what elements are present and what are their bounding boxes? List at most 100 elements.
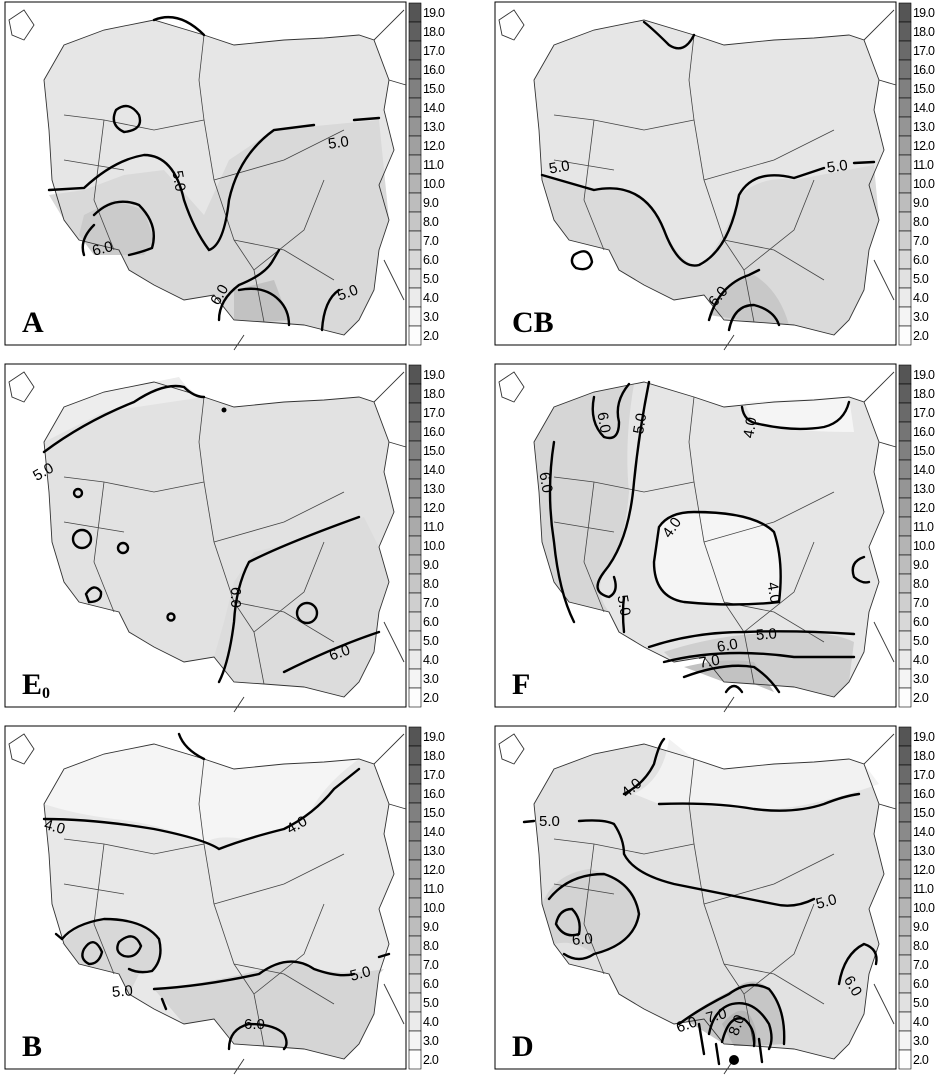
scale-swatch: [408, 497, 422, 518]
isoline-5: [577, 819, 816, 907]
scale-swatch: [408, 478, 422, 499]
scale-label: 12.0: [423, 501, 445, 515]
scale-label: 3.0: [913, 310, 929, 324]
scale-swatch: [898, 21, 912, 42]
scale-swatch: [898, 802, 912, 823]
scale-label: 9.0: [423, 558, 439, 572]
scale-swatch: [898, 840, 912, 861]
isoline-label: 6.0: [674, 1013, 699, 1036]
map-a-svg: 5.0 5.0 6.0 6.0 5.0 19.0 18.0 17.0 16.0 15.0…: [4, 1, 446, 351]
scale-swatch: [898, 573, 912, 594]
isoline: [851, 555, 871, 584]
country-border: [533, 381, 885, 698]
scale-swatch: [408, 954, 422, 975]
scale-label: 16.0: [423, 787, 445, 801]
scale-swatch: [898, 383, 912, 404]
scale-label: 15.0: [423, 806, 445, 820]
zone-above-5-south: [154, 961, 384, 1059]
scale-label: 14.0: [913, 101, 935, 115]
isoline: [160, 997, 168, 1011]
scale-swatch: [898, 1011, 912, 1032]
scale-label: 9.0: [913, 920, 929, 934]
scale-label: 16.0: [423, 63, 445, 77]
scale-swatch: [898, 611, 912, 632]
scale-label: 7.0: [913, 234, 929, 248]
scale-label: 13.0: [423, 844, 445, 858]
zone-below-4-center: [654, 512, 781, 605]
scale-label: 19.0: [913, 730, 935, 744]
rivers: [553, 396, 835, 685]
scale-label: 10.0: [423, 539, 445, 553]
scale-swatch: [898, 497, 912, 518]
scale-swatch: [408, 59, 422, 80]
isoline-5-west: [60, 917, 162, 974]
zone-above-8: [722, 1010, 757, 1046]
zone-below-4: [44, 744, 359, 844]
scale-label: 15.0: [913, 82, 935, 96]
scale-label: 7.0: [423, 596, 439, 610]
panel-label-text: A: [22, 306, 44, 339]
panel-label: D: [512, 1032, 534, 1062]
scale-swatch: [408, 649, 422, 670]
isoline-label: 5.0: [548, 157, 571, 177]
map-d-svg: 4.0 5.0 5.0 6.0 6.0 7.0 8.0 6.0 19.0 18.0…: [494, 725, 936, 1075]
scale-label: 10.0: [423, 177, 445, 191]
scale-label: 11.0: [913, 158, 934, 172]
isoline: [237, 287, 291, 327]
scale-label: 8.0: [913, 577, 929, 591]
scale-swatch: [408, 421, 422, 442]
isoline: [81, 223, 96, 257]
scale-swatch: [898, 992, 912, 1013]
map-panel-e0: 5.0 6.0 6.0 19.0 18.0 17.0 16.0 15.0 14.0 13.0…: [4, 362, 474, 722]
map-b-svg: 4.0 4.0 5.0 5.0 6.0 19.0 18.0 17.0 16.0 15.0…: [4, 725, 446, 1075]
scale-swatch: [408, 211, 422, 232]
scale-swatch: [898, 916, 912, 937]
isoline-small: [295, 601, 319, 625]
scale-label: 11.0: [913, 882, 934, 896]
scale-label: 19.0: [913, 368, 935, 382]
scale-swatch: [408, 840, 422, 861]
panel-label: E0: [22, 670, 50, 702]
scale-swatch: [408, 802, 422, 823]
scale-label: 2.0: [913, 1053, 929, 1067]
neighbor-borders: [8, 9, 407, 351]
scale-label: 17.0: [913, 406, 935, 420]
scale-swatch: [898, 745, 912, 766]
panel-label: CB: [512, 308, 554, 338]
isoline-label: 6.0: [571, 930, 593, 949]
scale-swatch: [898, 154, 912, 175]
isoline-label: 5.0: [348, 963, 373, 985]
scale-label: 15.0: [913, 444, 935, 458]
panel-label: F: [512, 670, 530, 700]
scale-label: 9.0: [423, 920, 439, 934]
isoline-5-south: [647, 630, 856, 649]
scale-swatch: [408, 230, 422, 251]
scale-label: 8.0: [423, 939, 439, 953]
zone-below-4-north: [744, 397, 854, 432]
scale-label: 18.0: [913, 387, 935, 401]
neighbor-borders: [8, 371, 407, 713]
scale-swatch: [408, 40, 422, 61]
scale-label: 14.0: [423, 825, 445, 839]
scale-swatch: [408, 135, 422, 156]
isoline-5-west: [596, 380, 651, 599]
scale-label: 8.0: [423, 215, 439, 229]
scale-label: 14.0: [913, 825, 935, 839]
scale-swatch: [408, 897, 422, 918]
scale-label: 6.0: [423, 977, 439, 991]
scale-label: 18.0: [423, 749, 445, 763]
neighbor-borders: [498, 9, 897, 351]
isoline-label: 7.0: [704, 1005, 729, 1027]
isoline-small: [84, 586, 103, 604]
scale-swatch: [408, 440, 422, 461]
isoline-5-south: [152, 960, 356, 991]
scale-label: 11.0: [423, 520, 444, 534]
country-border: [533, 743, 885, 1060]
scale-swatch: [898, 1030, 912, 1051]
scale-label: 4.0: [423, 291, 439, 305]
scale-swatch: [408, 154, 422, 175]
scale-swatch: [408, 268, 422, 289]
scale-swatch: [408, 554, 422, 575]
scale-swatch: [898, 249, 912, 270]
isoline-6-south: [677, 983, 786, 1046]
